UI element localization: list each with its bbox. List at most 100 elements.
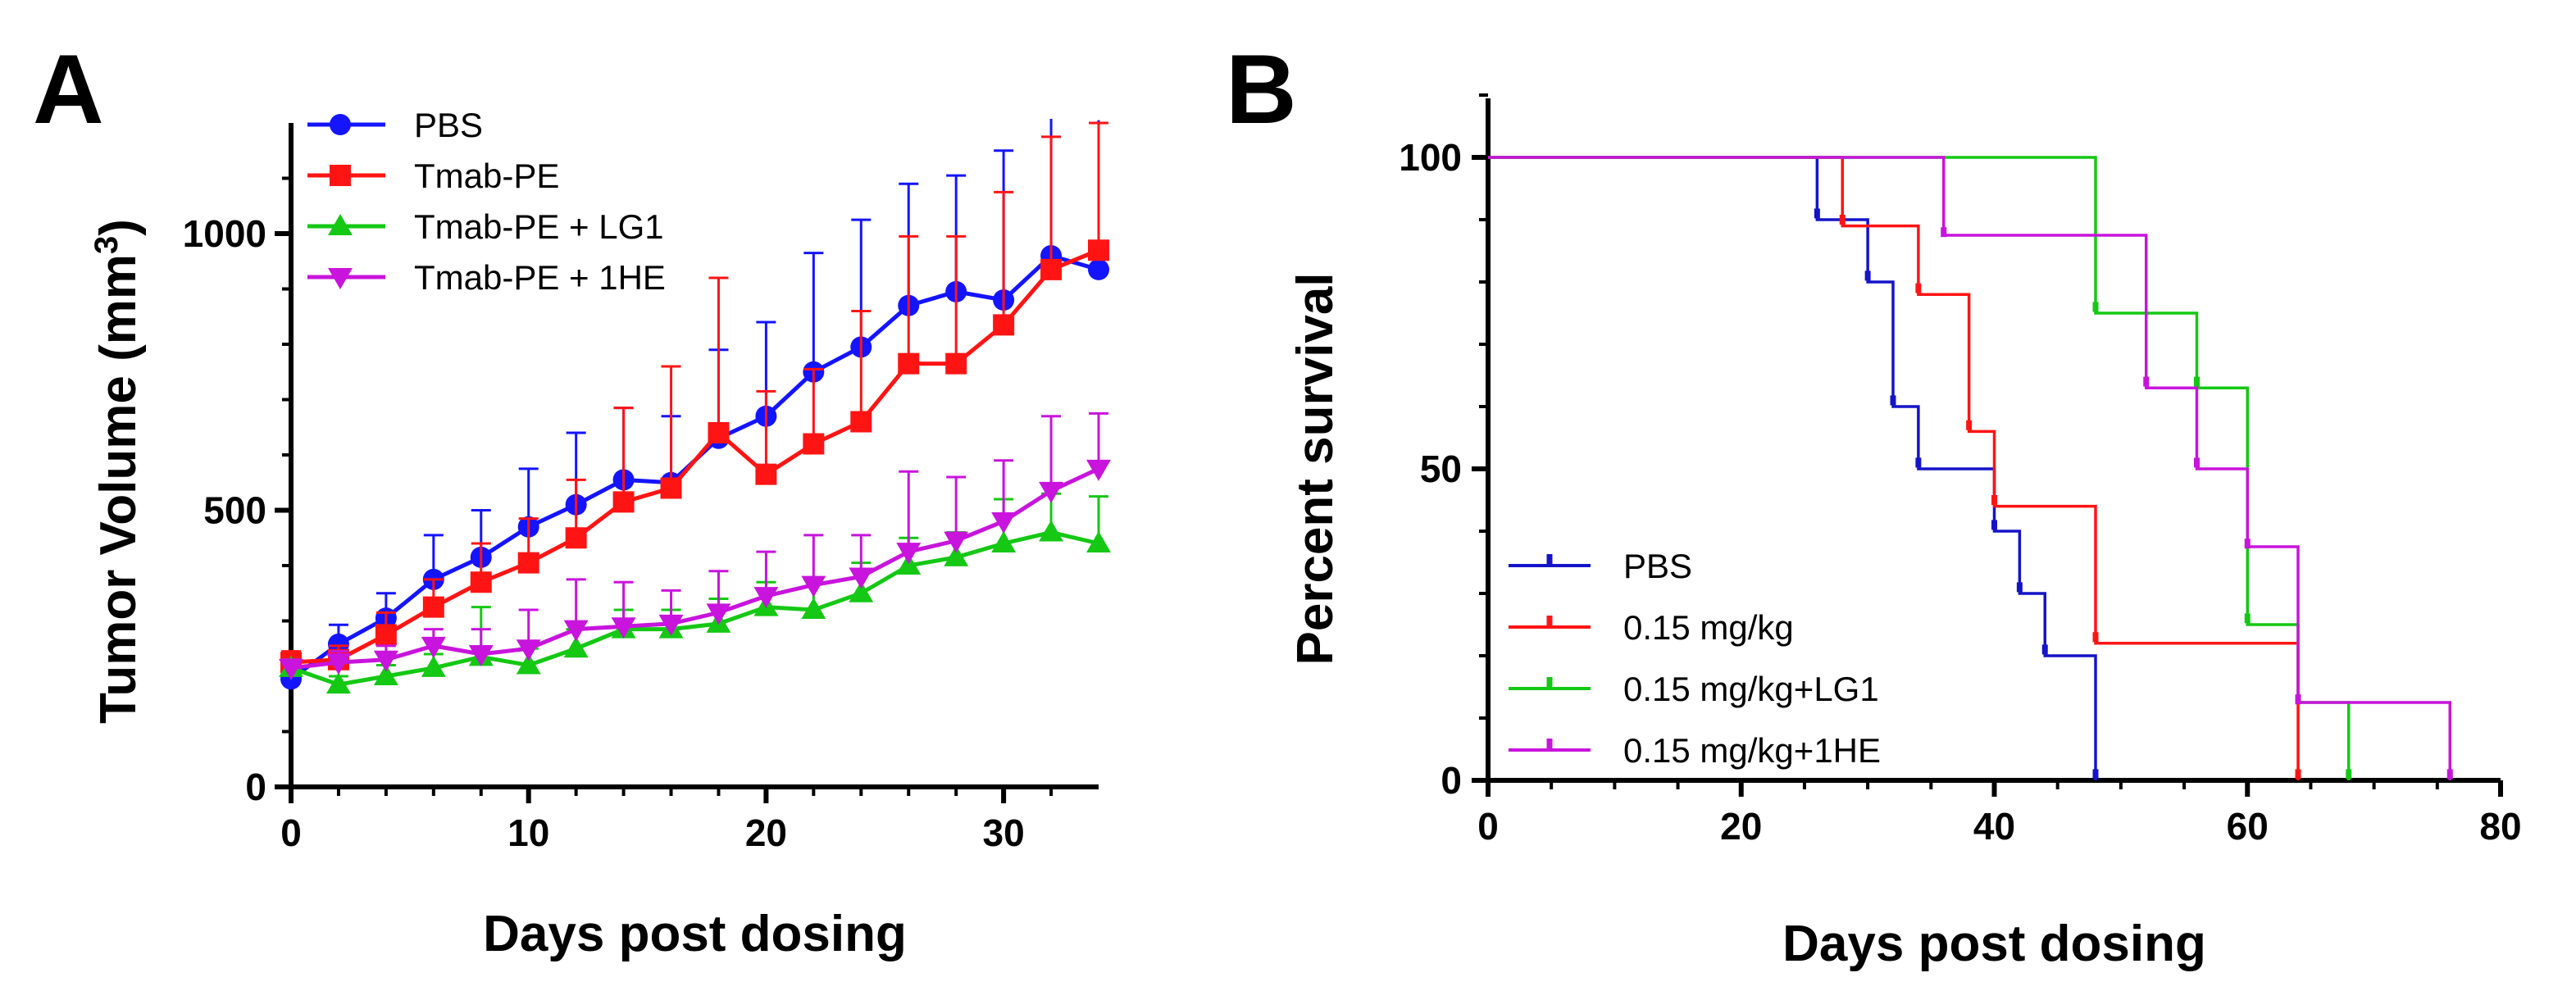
series-tmab-pe — [280, 121, 1109, 674]
survival-pbs — [1488, 156, 2099, 780]
data-point — [896, 543, 922, 565]
series-line — [290, 466, 1100, 671]
panel-label-a: A — [33, 34, 104, 144]
x-tick-label: 10 — [507, 811, 549, 854]
x-axis-title: Days post dosing — [1782, 916, 2206, 972]
y-tick-label: 0 — [1440, 759, 1462, 802]
legend-a: PBS Tmab-PE Tmab-PE + LG1 Tmab-PE + 1HE — [307, 106, 666, 297]
y-axis-title: Tumor Volume (mm3) — [89, 219, 147, 724]
data-point — [803, 433, 825, 455]
y-axis-title: Percent survival — [1287, 272, 1344, 665]
data-point — [422, 596, 444, 618]
survival-0-15-mg-kg — [1488, 156, 2301, 780]
x-tick-label: 0 — [280, 811, 302, 854]
data-point — [565, 527, 587, 549]
data-point — [421, 636, 446, 658]
data-point — [944, 544, 969, 566]
y-tick-label: 1000 — [183, 212, 266, 255]
panel-label-b: B — [1226, 34, 1297, 144]
data-point — [1088, 258, 1109, 280]
y-tick-label: 100 — [1399, 136, 1462, 179]
data-point — [753, 587, 779, 609]
legend-marker — [330, 165, 351, 186]
data-point — [801, 575, 826, 598]
survival-0-15-mg-kg-1he — [1488, 156, 2453, 780]
data-point — [706, 603, 731, 625]
y-axis-title-superscript: 3 — [89, 236, 125, 254]
data-point — [325, 653, 351, 675]
survival-curve — [1488, 156, 2300, 780]
legend-marker — [330, 114, 351, 135]
data-point — [708, 422, 730, 443]
legend-b: PBS 0.15 mg/kg 0.15 mg/kg+LG1 0.15 mg/kg+1H… — [1509, 547, 1881, 770]
data-point — [375, 624, 397, 646]
series-tmab-pe-1he — [279, 411, 1111, 680]
data-point — [1039, 481, 1064, 503]
x-tick-label: 80 — [2479, 805, 2521, 848]
data-point — [421, 655, 446, 677]
legend-marker — [328, 267, 353, 289]
x-tick-label: 20 — [1720, 805, 1762, 848]
data-point — [849, 567, 874, 589]
data-point — [1040, 258, 1063, 280]
legend-label: 0.15 mg/kg — [1623, 608, 1794, 647]
x-tick-label: 60 — [2227, 805, 2269, 848]
data-point — [801, 598, 826, 620]
data-point — [470, 571, 492, 593]
data-point — [755, 463, 777, 485]
data-point — [325, 672, 351, 694]
legend-label: Tmab-PE — [414, 157, 559, 195]
data-point — [1039, 520, 1064, 542]
data-point — [517, 552, 539, 574]
x-tick-label: 30 — [983, 811, 1025, 854]
x-tick-label: 40 — [1973, 805, 2015, 848]
y-tick-label: 500 — [203, 489, 266, 532]
data-point — [991, 531, 1017, 553]
legend-label: PBS — [1623, 547, 1692, 585]
data-point — [993, 314, 1015, 336]
data-point — [945, 352, 967, 375]
series-line — [290, 530, 1099, 687]
data-point — [849, 580, 874, 602]
data-point — [1088, 239, 1109, 261]
data-point — [991, 511, 1017, 534]
data-point — [944, 531, 969, 553]
data-point — [1086, 531, 1111, 553]
x-axis-title: Days post dosing — [483, 906, 907, 962]
data-point — [1086, 459, 1111, 481]
series-line — [290, 248, 1099, 665]
data-point — [373, 664, 398, 686]
legend-label: 0.15 mg/kg+1HE — [1623, 731, 1881, 770]
data-point — [660, 477, 682, 499]
data-point — [373, 650, 398, 672]
data-point — [563, 620, 589, 642]
survival-curve — [1488, 156, 2097, 780]
legend-label: PBS — [414, 106, 483, 144]
panel-a-chart: A 0 500 1000 0 10 20 30 Days post dosing Tumor Vo… — [33, 34, 1111, 962]
x-tick-label: 0 — [1477, 805, 1499, 848]
y-axis-title-close: ) — [90, 219, 147, 236]
y-axis-title-main: Tumor Volume (mm — [90, 254, 147, 724]
series-tmab-pe-lg1 — [279, 492, 1111, 694]
data-point — [279, 658, 303, 680]
data-point — [611, 617, 636, 639]
y-tick-label: 50 — [1420, 448, 1462, 490]
y-tick-label: 0 — [245, 766, 266, 808]
legend-marker — [328, 214, 353, 236]
legend-label: Tmab-PE + LG1 — [414, 207, 664, 246]
x-tick-label: 20 — [745, 811, 787, 854]
data-point — [898, 352, 920, 375]
data-point — [468, 644, 494, 666]
series-pbs — [280, 119, 1109, 690]
data-point — [850, 411, 872, 433]
data-point — [612, 491, 635, 513]
data-point — [563, 636, 589, 658]
data-point — [658, 614, 684, 636]
series-line — [289, 253, 1099, 681]
panel-b-chart: B 0 50 100 0 20 40 60 80 Days post dosing Percent … — [1226, 34, 2522, 972]
legend-label: 0.15 mg/kg+LG1 — [1623, 670, 1879, 708]
legend-label: Tmab-PE + 1HE — [414, 258, 666, 297]
data-point — [516, 652, 541, 675]
data-point — [516, 639, 541, 661]
